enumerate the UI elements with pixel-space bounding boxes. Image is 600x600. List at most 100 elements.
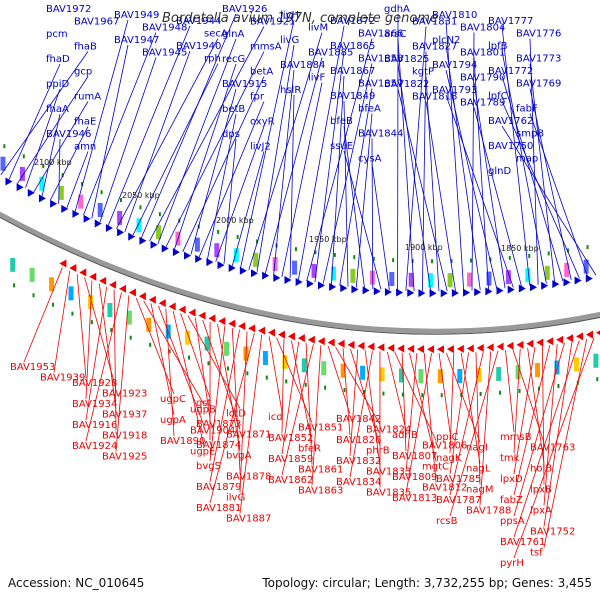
forward-label-line [223,138,237,264]
forward-label-line [157,38,237,244]
reverse-label-line [449,351,484,496]
forward-label-line [501,50,547,284]
reverse-gene-arrow [158,299,166,308]
reverse-gene-arrow [69,264,77,273]
forward-gene-label: BAV1948 [142,23,187,34]
reverse-label-line [268,336,283,413]
feature-tick [343,388,346,393]
feature-tick [596,377,599,382]
feature-tick [32,293,35,298]
forward-label-line [231,151,265,266]
feature-block [330,266,336,281]
forward-gene-arrow [373,287,381,296]
forward-label-line [207,113,237,260]
forward-gene-label: rph [204,54,221,65]
feature-block [564,262,570,277]
forward-gene-label: pcm [46,29,68,40]
feature-block [505,270,511,285]
feature-tick [100,190,103,195]
reverse-gene-label: nagL [466,464,491,475]
reverse-gene-arrow [327,338,335,347]
reverse-gene-arrow [436,345,444,354]
forward-label-line [215,126,265,262]
feature-tick [460,392,463,397]
reverse-gene-label: BAV1918 [102,431,147,442]
reverse-gene-arrow [89,272,97,281]
forward-gene-label: BAV1972 [46,4,91,15]
reverse-gene-label: BAV1890 [160,436,205,447]
forward-gene-arrow [217,261,225,270]
reverse-gene-label: BAV1878 [226,472,271,483]
forward-gene-arrow [552,280,560,289]
forward-gene-arrow [351,285,359,294]
forward-gene-label: betA [250,67,273,78]
reverse-gene-label: ilvG [226,493,245,504]
reverse-gene-label: ppiC [436,432,458,443]
forward-gene-arrow [94,219,102,228]
feature-tick [528,253,531,258]
forward-label-line [190,88,237,255]
forward-gene-label: BAV1831 [412,17,457,28]
forward-gene-arrow [407,288,415,297]
reverse-label-line [239,334,263,514]
forward-gene-arrow [83,214,91,223]
feature-block [146,317,152,332]
forward-label-line [8,63,61,180]
forward-gene-label: glnA [222,29,244,40]
forward-label-line [445,44,481,291]
reverse-gene-label: BAV1824 [366,425,411,436]
reverse-gene-label: BAV1842 [336,414,381,425]
forward-gene-label: BAV1967 [74,17,119,28]
reverse-gene-label: BAV1806 [422,441,467,452]
reverse-label-line [449,352,469,475]
reverse-gene-arrow [506,341,514,350]
feature-block [535,363,541,378]
forward-gene-label: BAV1940 [176,41,221,52]
reverse-label-line [423,353,437,483]
forward-gene-arrow [362,286,370,295]
forward-gene-track [5,177,593,298]
forward-gene-arrow [530,283,537,292]
forward-label-line [33,101,89,193]
feature-tick [431,259,434,264]
reverse-label-line [543,338,588,548]
forward-gene-arrow [429,289,437,298]
reverse-gene-arrow [178,305,186,314]
reverse-gene-label: bvgA [226,451,252,462]
feature-block [593,353,599,368]
forward-label-lines [0,13,597,292]
reverse-label-line [449,353,455,454]
forward-label-line [240,19,295,268]
reverse-label-line [349,350,373,478]
forward-label-line [501,125,597,276]
feature-block [437,369,443,384]
forward-label-line [473,107,522,287]
reverse-gene-arrow [188,308,196,317]
reverse-label-line [209,325,226,462]
reverse-label-line [135,298,175,395]
forward-gene-arrow [5,177,13,186]
forward-gene-label: bfeA [358,104,381,115]
reverse-gene-arrow [277,330,285,339]
forward-gene-arrow [541,281,549,290]
forward-label-line [529,38,539,285]
feature-block [583,259,589,274]
reverse-label-line [513,340,580,538]
reverse-label-line [76,274,87,379]
reverse-label-line [446,353,481,443]
reverse-gene-label: BAV1752 [530,527,575,538]
forward-label-line [74,19,129,212]
reverse-label-line [231,327,241,472]
forward-label-line [264,57,323,274]
forward-label-line [445,69,498,289]
forward-gene-arrow [295,277,303,286]
forward-gene-label: lpfC [488,91,508,102]
reverse-gene-label: tsf [530,548,543,559]
reverse-gene-arrow [466,344,474,353]
forward-gene-label: BAV1804 [460,23,505,34]
forward-gene-arrow [284,275,292,284]
feature-tick [129,335,132,340]
feature-tick [51,302,54,307]
forward-gene-arrow [105,224,113,233]
forward-label-line [371,163,390,291]
